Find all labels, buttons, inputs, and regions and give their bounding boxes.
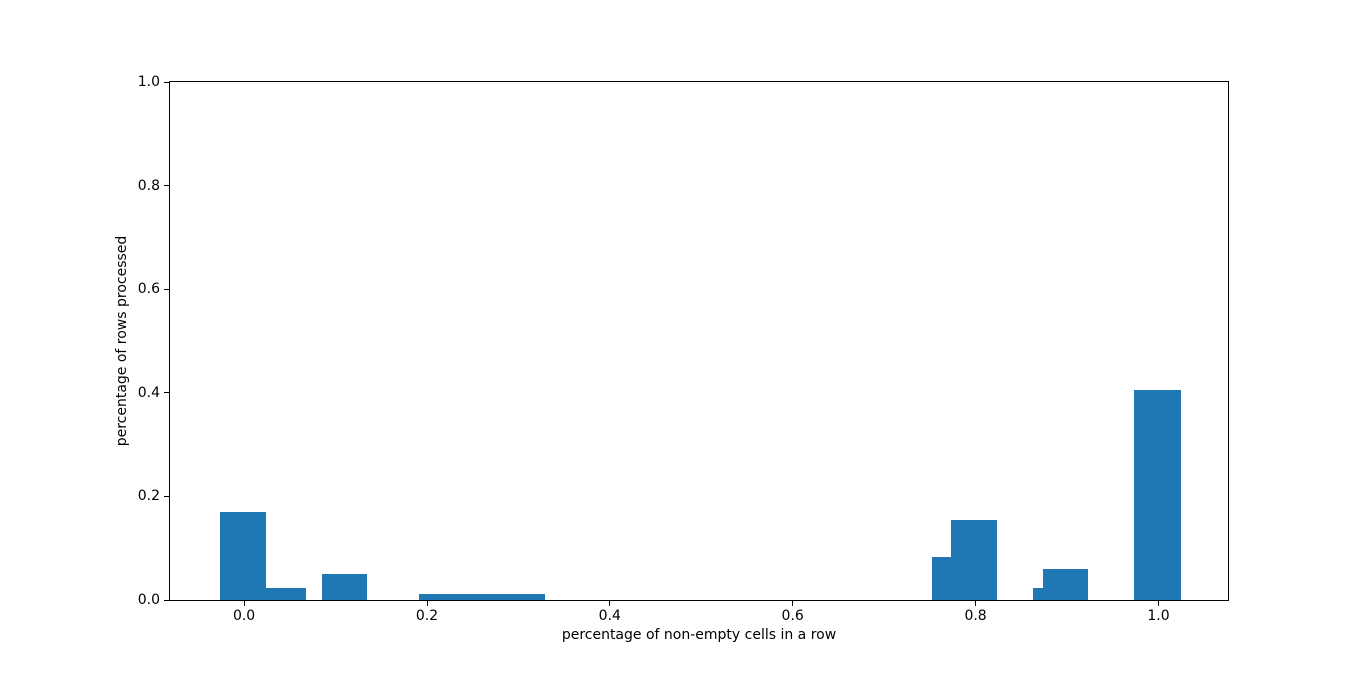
y-tick-mark [164,599,169,601]
x-tick-label: 0.8 [964,608,987,624]
histogram-bar [266,588,307,600]
y-tick-label: 1.0 [137,74,160,90]
x-tick-label: 0.2 [415,608,439,624]
y-tick-mark [164,392,169,394]
histogram-bar [1033,587,1044,600]
histogram-bar [931,556,951,600]
y-tick-label: 0.8 [137,177,160,194]
x-tick-mark [975,601,977,606]
y-tick-label: 0.0 [137,592,160,608]
histogram-bar [418,593,545,600]
x-axis-label: percentage of non-empty cells in a row [561,627,837,643]
histogram-bar [1043,568,1089,600]
y-tick-mark [164,495,169,497]
y-axis-label: percentage of rows processed [114,235,130,447]
x-tick-mark [609,601,611,606]
x-tick-label: 0.0 [232,608,256,624]
x-tick-label: 0.6 [781,608,804,624]
y-tick-label: 0.4 [137,384,160,401]
x-tick-mark [792,601,794,606]
x-tick-label: 1.0 [1147,608,1170,624]
x-tick-mark [426,601,428,606]
y-tick-mark [164,81,169,83]
y-tick-mark [164,288,169,290]
plot-area [169,81,1229,601]
y-tick-mark [164,185,169,187]
histogram-bar [220,511,266,600]
histogram-bar [321,574,368,600]
x-tick-mark [243,601,245,606]
y-tick-label: 0.6 [137,281,160,298]
histogram-bar [1133,390,1182,600]
x-tick-label: 0.4 [598,608,621,624]
histogram-bar [950,519,997,600]
x-tick-mark [1158,601,1159,606]
y-tick-label: 0.2 [137,488,160,505]
